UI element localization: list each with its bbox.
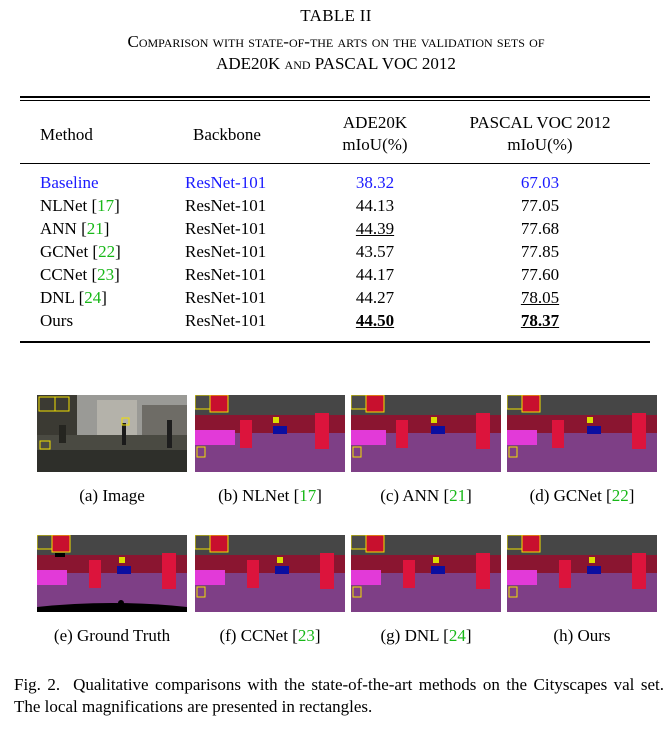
voc-value: 78.37 [520, 311, 560, 330]
row-1-voc: 77.05 [440, 195, 640, 217]
ade20k-value: 38.32 [355, 173, 395, 192]
row-0-method: Baseline [40, 172, 99, 194]
panel-c-ann [351, 395, 501, 472]
method-name: GCNet [40, 242, 93, 261]
citation-close-bracket: ] [103, 219, 110, 238]
method-name: Ours [40, 311, 74, 330]
ade20k-value: 44.27 [355, 288, 395, 307]
citation-close-bracket: ] [101, 288, 107, 307]
citation-open-bracket: [ [91, 265, 98, 284]
panel-d-gcnet [507, 395, 657, 472]
row-4-ade20k: 44.17 [320, 264, 430, 286]
table-bottom-rule [20, 341, 650, 343]
ade20k-value: 44.17 [355, 265, 395, 284]
row-1-method: NLNet [17] [40, 195, 120, 217]
header-voc-name: PASCAL VOC 2012 [469, 113, 611, 132]
table-caption: Comparison with state-of-the arts on the… [0, 31, 672, 75]
header-method: Method [40, 125, 93, 144]
panel-h-ours [507, 535, 657, 612]
method-name: NLNet [40, 196, 92, 215]
table-top-rule-2 [20, 100, 650, 101]
figure-caption: Fig. 2. Qualitative comparisons with the… [14, 674, 664, 718]
row-5-ade20k: 44.27 [320, 287, 430, 309]
citation-close-bracket: ] [114, 265, 120, 284]
panel-caption-b: (b) NLNet [17] [218, 486, 322, 505]
citation-close-bracket: ] [114, 196, 120, 215]
method-name: DNL [40, 288, 79, 307]
method-name: CCNet [40, 265, 92, 284]
voc-value: 77.85 [520, 242, 560, 261]
citation-link[interactable]: 24 [84, 288, 102, 307]
voc-value: 77.68 [520, 219, 560, 238]
header-ade20k-metric: mIoU(%) [342, 135, 408, 154]
citation-link[interactable]: 17 [97, 196, 115, 215]
table-caption-line2: ADE20K and PASCAL VOC 2012 [216, 54, 456, 73]
table-top-rule [20, 96, 650, 98]
voc-value: 67.03 [520, 173, 560, 192]
row-4-voc: 77.60 [440, 264, 640, 286]
row-5-backbone: ResNet-101 [185, 288, 267, 307]
header-voc-metric: mIoU(%) [507, 135, 573, 154]
citation-close-bracket: ] [115, 242, 121, 261]
voc-value: 77.05 [520, 196, 560, 215]
row-1-ade20k: 44.13 [320, 195, 430, 217]
row-6-ade20k: 44.50 [320, 310, 430, 332]
citation-link[interactable]: 22 [98, 242, 116, 261]
method-name: ANN [40, 219, 82, 238]
row-6-backbone: ResNet-101 [185, 311, 267, 330]
panel-caption-g: (g) DNL [24] [380, 626, 472, 645]
row-0-voc: 67.03 [440, 172, 640, 194]
ade20k-value: 44.13 [355, 196, 395, 215]
figure-caption-text: Qualitative comparisons with the state-o… [14, 675, 664, 716]
ade20k-value: 44.39 [355, 219, 395, 238]
panel-b-nlnet [195, 395, 345, 472]
panel-caption-d: (d) GCNet [22] [529, 486, 635, 505]
citation-open-bracket: [ [91, 196, 98, 215]
row-2-voc: 77.68 [440, 218, 640, 240]
panel-e-ground-truth [37, 535, 187, 612]
row-0-ade20k: 38.32 [320, 172, 430, 194]
row-1-backbone: ResNet-101 [185, 196, 267, 215]
citation-open-bracket: [ [81, 219, 87, 238]
row-4-backbone: ResNet-101 [185, 265, 267, 284]
row-3-method: GCNet [22] [40, 241, 121, 263]
row-3-backbone: ResNet-101 [185, 242, 267, 261]
header-ade20k: ADE20K mIoU(%) [320, 112, 430, 156]
citation-link[interactable]: 21 [86, 219, 104, 238]
row-0-backbone: ResNet-101 [185, 173, 267, 192]
citation-open-bracket: [ [78, 288, 85, 307]
panel-caption-f: (f) CCNet [23] [219, 626, 321, 645]
header-backbone: Backbone [193, 125, 261, 144]
row-3-voc: 77.85 [440, 241, 640, 263]
voc-value: 77.60 [520, 265, 560, 284]
header-voc: PASCAL VOC 2012 mIoU(%) [440, 112, 640, 156]
row-3-ade20k: 43.57 [320, 241, 430, 263]
panel-caption-h: (h) Ours [553, 626, 611, 645]
citation-link[interactable]: 23 [97, 265, 115, 284]
row-2-backbone: ResNet-101 [185, 219, 267, 238]
panel-caption-a: (a) Image [79, 486, 145, 505]
row-4-method: CCNet [23] [40, 264, 120, 286]
panel-caption-c: (c) ANN [21] [380, 486, 472, 505]
header-ade20k-name: ADE20K [342, 113, 408, 132]
method-name: Baseline [40, 173, 99, 192]
row-6-method: Ours [40, 310, 73, 332]
row-5-voc: 78.05 [440, 287, 640, 309]
table-label: TABLE II [300, 6, 372, 25]
ade20k-value: 43.57 [355, 242, 395, 261]
panel-caption-e: (e) Ground Truth [53, 626, 171, 645]
table-header-rule [20, 163, 650, 164]
row-2-method: ANN [21] [40, 218, 109, 240]
figure-caption-label: Fig. 2. [14, 675, 61, 694]
citation-open-bracket: [ [92, 242, 99, 261]
ade20k-value: 44.50 [355, 311, 395, 330]
panel-a-image [37, 395, 187, 472]
voc-value: 78.05 [520, 288, 560, 307]
table-caption-line1: Comparison with state-of-the arts on the… [127, 32, 545, 51]
row-5-method: DNL [24] [40, 287, 107, 309]
panel-f-ccnet [195, 535, 345, 612]
row-2-ade20k: 44.39 [320, 218, 430, 240]
row-6-voc: 78.37 [440, 310, 640, 332]
panel-g-dnl [351, 535, 501, 612]
